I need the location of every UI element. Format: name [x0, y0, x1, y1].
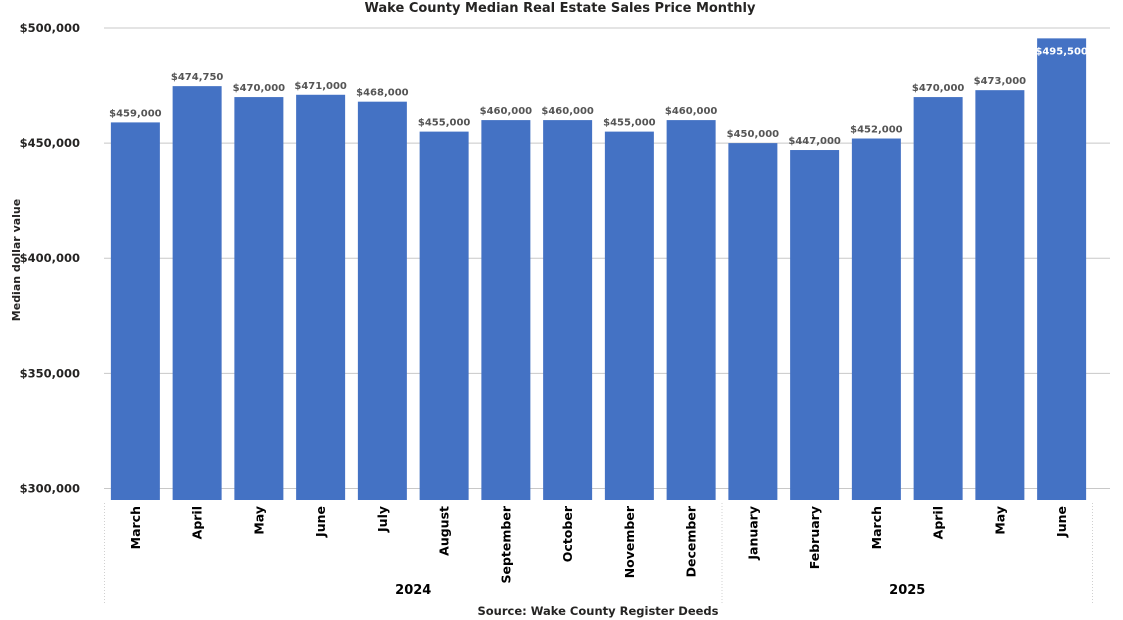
- data-label: $473,000: [974, 76, 1027, 87]
- data-label: $470,000: [233, 83, 286, 94]
- data-label: $471,000: [294, 81, 347, 92]
- x-tick-label: March: [128, 506, 143, 549]
- y-tick-label: $450,000: [20, 136, 80, 150]
- x-tick-label: September: [498, 505, 513, 583]
- bar: [975, 90, 1025, 500]
- bar: [296, 94, 346, 501]
- x-tick-label: April: [190, 506, 205, 539]
- y-tick-label: $300,000: [20, 481, 80, 495]
- bar: [172, 86, 222, 500]
- x-tick-label: July: [375, 506, 390, 533]
- data-labels: $459,000 $474,750 $470,000 $471,000 $468,000…: [109, 46, 1088, 147]
- x-axis-ticks: March April May June July August September Octo…: [128, 505, 1069, 583]
- bar: [543, 120, 593, 500]
- x-tick-label: October: [560, 505, 575, 562]
- year-group-label: 2024: [395, 583, 431, 598]
- data-label: $455,000: [603, 118, 656, 129]
- x-tick-label: August: [437, 506, 452, 556]
- bar: [666, 120, 716, 500]
- bar: [1037, 38, 1087, 501]
- bar: [481, 120, 531, 500]
- x-tick-label: May: [251, 506, 266, 535]
- bars: [110, 38, 1087, 501]
- x-tick-label: March: [869, 506, 884, 549]
- year-group-label: 2025: [889, 583, 925, 598]
- x-tick-label: February: [807, 506, 822, 569]
- data-label: $450,000: [727, 129, 780, 140]
- x-tick-label: June: [1054, 506, 1069, 538]
- y-axis-label: Median dollar value: [10, 199, 23, 321]
- x-tick-label: January: [745, 506, 760, 561]
- data-label: $455,000: [418, 118, 471, 129]
- data-label: $459,000: [109, 108, 162, 119]
- x-tick-label: April: [931, 506, 946, 539]
- y-tick-label: $400,000: [20, 251, 80, 265]
- source-note: Source: Wake County Register Deeds: [477, 604, 718, 618]
- bar: [234, 97, 284, 500]
- x-tick-label: November: [622, 505, 637, 578]
- data-label: $474,750: [171, 72, 224, 83]
- data-label: $460,000: [541, 106, 594, 117]
- data-label: $470,000: [912, 83, 965, 94]
- data-label: $468,000: [356, 88, 409, 99]
- x-tick-label: May: [992, 506, 1007, 535]
- data-label: $460,000: [480, 106, 533, 117]
- bar: [851, 138, 901, 500]
- data-label: $452,000: [850, 125, 903, 136]
- bar: [357, 101, 407, 501]
- y-tick-label: $350,000: [20, 366, 80, 380]
- y-axis-ticks: $300,000 $350,000 $400,000 $450,000 $500,000: [20, 21, 80, 495]
- chart-title: Wake County Median Real Estate Sales Pri…: [365, 1, 756, 16]
- data-label: $460,000: [665, 106, 718, 117]
- x-tick-label: December: [684, 505, 699, 577]
- bar: [110, 122, 160, 501]
- x-tick-label: June: [313, 506, 328, 538]
- bar: [913, 97, 963, 500]
- data-label: $447,000: [788, 136, 841, 147]
- bar: [790, 150, 840, 500]
- bar: [419, 131, 469, 501]
- x-axis-year-groups: 2024 2025: [104, 503, 1093, 604]
- bar: [728, 143, 778, 500]
- data-label: $495,500: [1035, 46, 1088, 57]
- bar: [604, 131, 654, 501]
- y-tick-label: $500,000: [20, 21, 80, 35]
